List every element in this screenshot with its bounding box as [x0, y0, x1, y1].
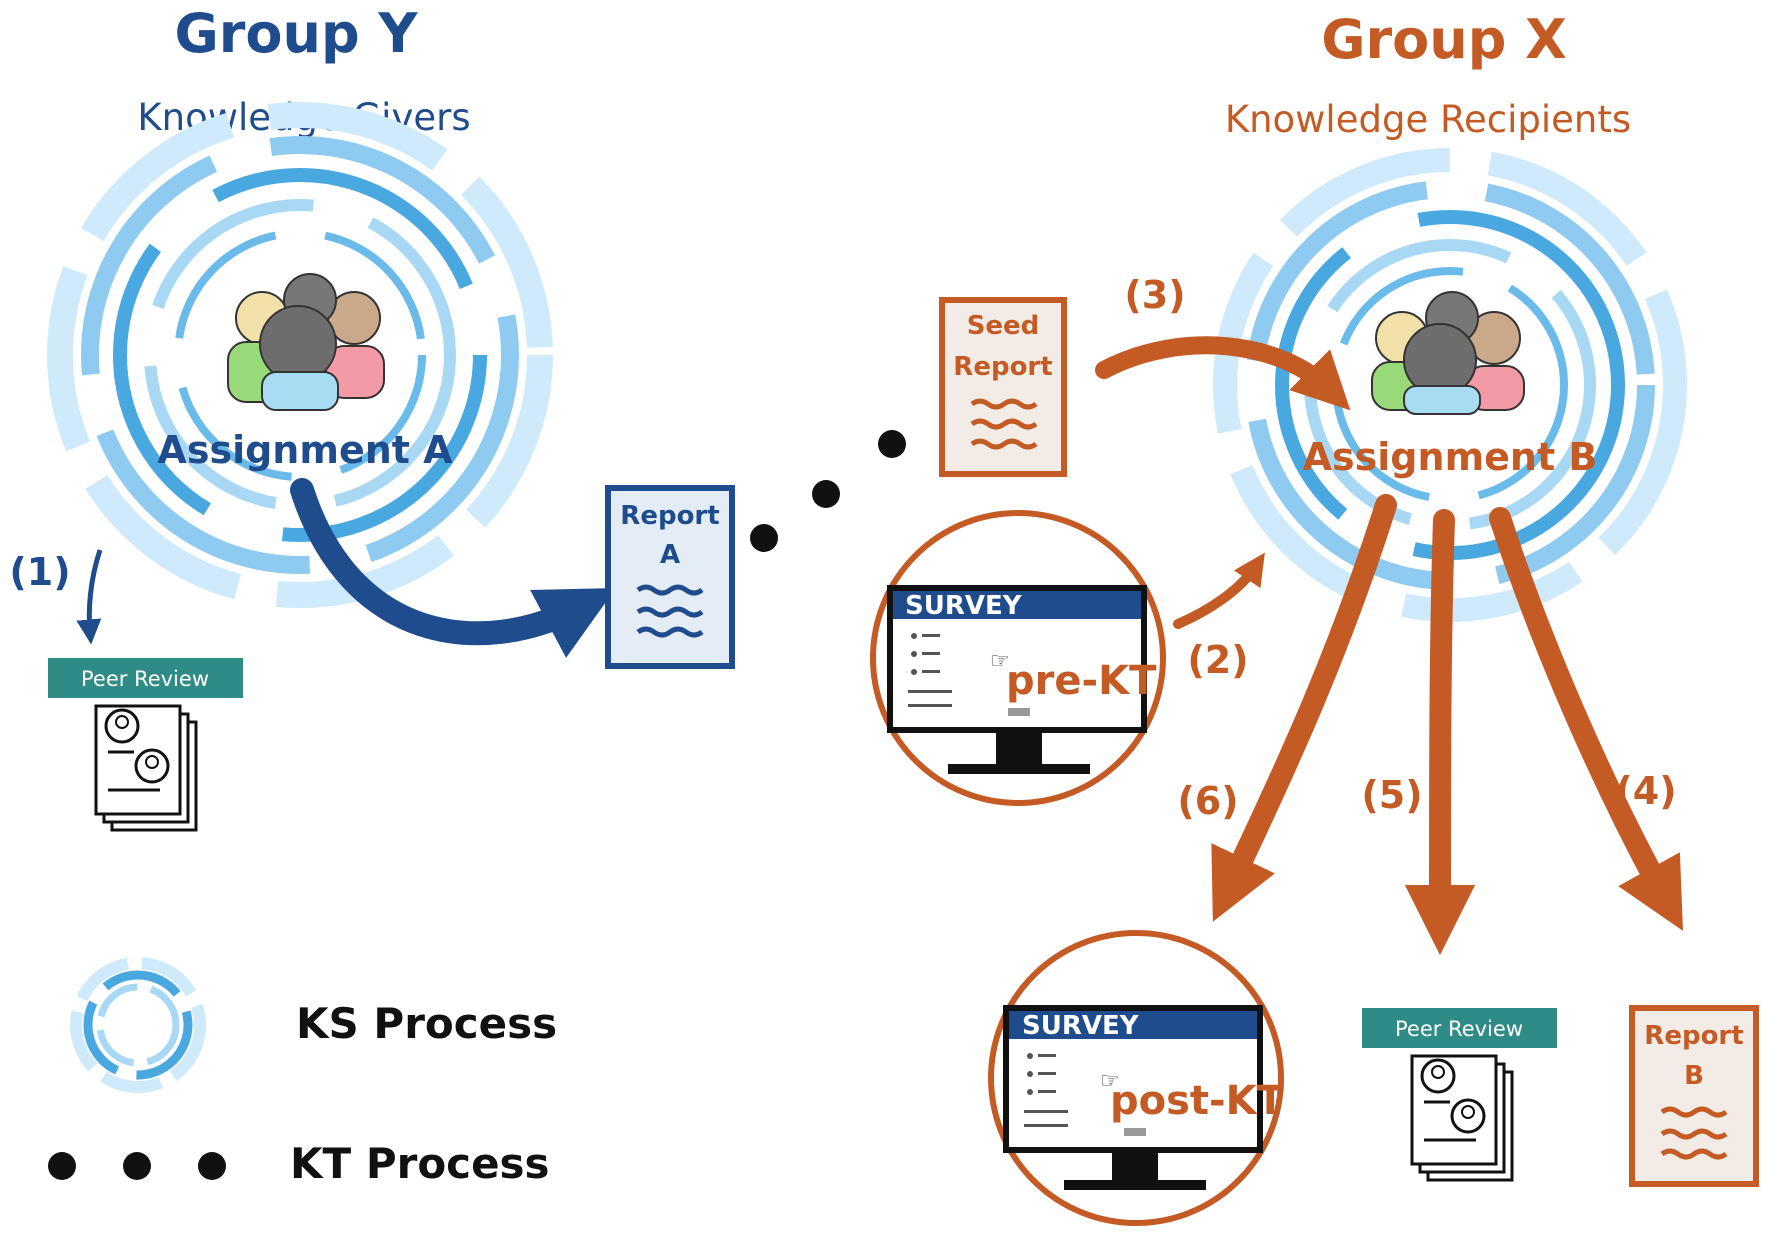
step-4-label: (4)	[1615, 769, 1676, 813]
legend-ks-label: KS Process	[296, 999, 557, 1048]
step-3-label: (3)	[1124, 273, 1185, 317]
peer-review-label-right: Peer Review	[1395, 1017, 1523, 1041]
step-6-label: (6)	[1177, 779, 1238, 823]
step-1-arrow	[76, 549, 103, 645]
people-group-icon-right	[1371, 291, 1525, 415]
peer-review-document-icon	[1410, 1054, 1514, 1182]
pointer-hand-icon: ☞	[1100, 1069, 1120, 1094]
assignment-a-label: Assignment A	[157, 428, 453, 472]
report-b-line2: B	[1684, 1061, 1704, 1091]
people-group-icon-left	[227, 273, 385, 411]
peer-review-document-icon	[94, 704, 198, 832]
pre-kt-survey-header: SURVEY	[905, 591, 1023, 621]
group-x-title: Group X	[1321, 8, 1567, 71]
seed-report-line1: Seed	[967, 311, 1040, 341]
peer-review-banner	[1362, 1008, 1557, 1048]
ks-swirl-legend-icon	[70, 957, 206, 1093]
pointer-hand-icon: ☞	[990, 649, 1010, 674]
post-kt-survey-header: SURVEY	[1022, 1011, 1140, 1041]
pre-kt-survey-tag: pre-KT	[1006, 658, 1157, 704]
ks-swirl-left	[47, 102, 553, 608]
post-kt-survey-tag: post-KT	[1110, 1078, 1285, 1124]
legend-kt-label: KT Process	[290, 1139, 550, 1188]
assignment-a-to-report-a-arrow	[290, 478, 616, 658]
seed-report-line2: Report	[953, 352, 1052, 382]
group-y-title: Group Y	[174, 2, 418, 65]
pre-kt-survey: SURVEY pre-KT ☞	[870, 510, 1166, 806]
step-2-label: (2)	[1187, 638, 1248, 682]
seed-report-document: Seed Report	[939, 297, 1067, 477]
report-b-line1: Report	[1644, 1021, 1743, 1051]
legend: KS Process KT Process	[48, 957, 557, 1188]
peer-review-right: Peer Review	[1362, 1008, 1557, 1182]
group-x-subtitle: Knowledge Recipients	[1225, 98, 1631, 141]
report-a-line1: Report	[620, 501, 719, 531]
kt-process-dots	[750, 430, 906, 552]
post-kt-survey: SURVEY post-KT ☞	[988, 930, 1285, 1226]
report-a-line2: A	[660, 540, 680, 570]
assignment-b-label: Assignment B	[1303, 435, 1598, 479]
pre-kt-to-assignment-b-arrow	[1173, 552, 1265, 629]
step-1-label: (1)	[9, 550, 70, 594]
peer-review-left: Peer Review	[48, 658, 243, 832]
report-b-document: Report B	[1629, 1005, 1759, 1187]
peer-review-banner	[48, 658, 243, 698]
seed-report-to-assignment-b-arrow	[1095, 336, 1351, 411]
peer-review-label-left: Peer Review	[81, 667, 209, 691]
report-a-document: Report A	[605, 485, 735, 669]
kt-dots-legend-icon	[48, 1152, 226, 1180]
step-5-label: (5)	[1361, 773, 1422, 817]
assignment-b-to-post-kt-arrow	[1211, 494, 1397, 922]
assignment-b-to-report-b-arrow	[1489, 507, 1683, 931]
assignment-b-to-peer-review-arrow	[1404, 509, 1476, 956]
